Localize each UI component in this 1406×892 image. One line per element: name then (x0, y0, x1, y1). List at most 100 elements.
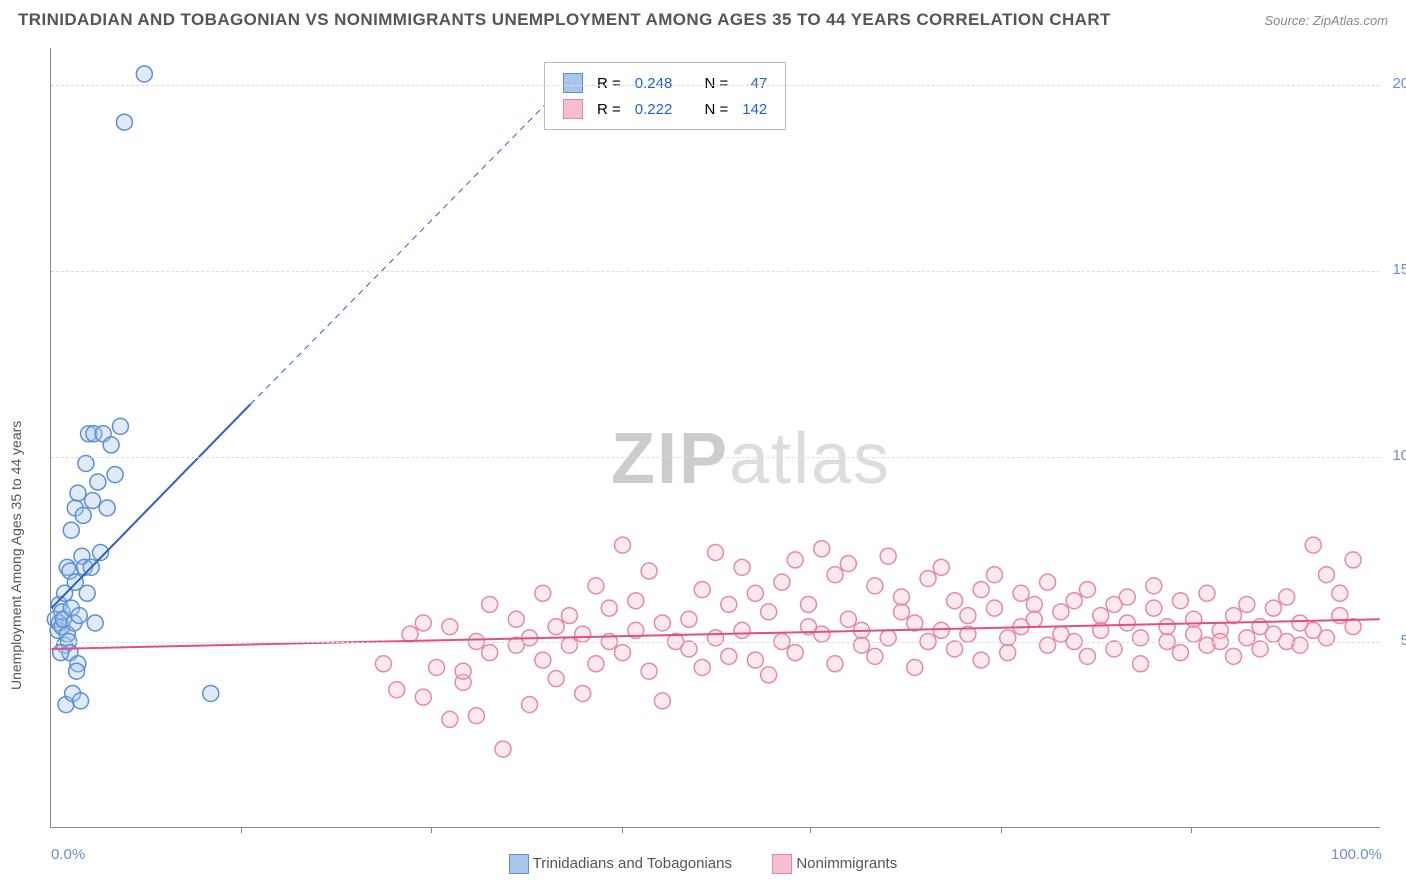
scatter-point (761, 667, 777, 683)
scatter-point (827, 656, 843, 672)
scatter-point (75, 507, 91, 523)
scatter-point (840, 556, 856, 572)
scatter-point (1239, 630, 1255, 646)
scatter-point (455, 663, 471, 679)
scatter-point (415, 615, 431, 631)
scatter-point (840, 611, 856, 627)
scatter-point (1332, 585, 1348, 601)
scatter-point (1252, 641, 1268, 657)
scatter-point (615, 537, 631, 553)
scatter-point (1305, 537, 1321, 553)
stats-R-pink: 0.222 (629, 97, 679, 121)
x-minor-tick (622, 827, 623, 833)
scatter-point (535, 652, 551, 668)
scatter-point (1133, 630, 1149, 646)
gridline-h (51, 642, 1380, 643)
scatter-point (694, 660, 710, 676)
stats-N-blue: 47 (736, 71, 773, 95)
scatter-point (1239, 596, 1255, 612)
scatter-point (814, 541, 830, 557)
stats-R-label2: R = (591, 97, 627, 121)
scatter-point (482, 645, 498, 661)
source-label: Source: ZipAtlas.com (1264, 13, 1388, 28)
scatter-point (375, 656, 391, 672)
scatter-point (1159, 619, 1175, 635)
scatter-point (575, 685, 591, 701)
scatter-point (907, 660, 923, 676)
scatter-point (1226, 608, 1242, 624)
stats-R-label: R = (591, 71, 627, 95)
scatter-point (867, 648, 883, 664)
scatter-point (107, 467, 123, 483)
scatter-point (561, 608, 577, 624)
scatter-point (986, 600, 1002, 616)
chart-svg (51, 48, 1380, 827)
scatter-point (103, 437, 119, 453)
scatter-point (867, 578, 883, 594)
scatter-point (734, 622, 750, 638)
scatter-point (588, 578, 604, 594)
scatter-point (71, 608, 87, 624)
scatter-point (1146, 578, 1162, 594)
stats-N-pink: 142 (736, 97, 773, 121)
scatter-point (415, 689, 431, 705)
scatter-point (641, 663, 657, 679)
scatter-point (933, 559, 949, 575)
legend-item-pink: Nonimmigrants (772, 854, 897, 874)
scatter-point (708, 545, 724, 561)
scatter-point (1226, 648, 1242, 664)
gridline-h (51, 271, 1380, 272)
scatter-point (1279, 589, 1295, 605)
scatter-point (1013, 585, 1029, 601)
y-axis-label: Unemployment Among Ages 35 to 44 years (8, 421, 24, 690)
scatter-point (986, 567, 1002, 583)
scatter-point (1053, 604, 1069, 620)
scatter-point (442, 619, 458, 635)
stats-N-label2: N = (698, 97, 734, 121)
scatter-point (99, 500, 115, 516)
x-minor-tick (431, 827, 432, 833)
scatter-point (53, 645, 69, 661)
scatter-point (893, 604, 909, 620)
swatch-blue-icon (563, 73, 583, 93)
scatter-point (63, 522, 79, 538)
x-minor-tick (810, 827, 811, 833)
stats-R-blue: 0.248 (629, 71, 679, 95)
scatter-point (588, 656, 604, 672)
scatter-point (973, 582, 989, 598)
scatter-point (548, 671, 564, 687)
y-tick-label: 20.0% (1392, 75, 1406, 92)
stats-N-label: N = (698, 71, 734, 95)
scatter-point (920, 570, 936, 586)
scatter-point (203, 685, 219, 701)
scatter-point (112, 418, 128, 434)
scatter-point (87, 615, 103, 631)
x-minor-tick (1001, 827, 1002, 833)
scatter-point (800, 596, 816, 612)
x-minor-tick (241, 827, 242, 833)
gridline-h (51, 457, 1380, 458)
scatter-point (1000, 630, 1016, 646)
scatter-point (1106, 641, 1122, 657)
scatter-point (79, 585, 95, 601)
scatter-point (960, 608, 976, 624)
scatter-point (389, 682, 405, 698)
scatter-point (495, 741, 511, 757)
scatter-point (1133, 656, 1149, 672)
trend-line-dashed (251, 67, 583, 405)
scatter-point (1186, 611, 1202, 627)
scatter-point (694, 582, 710, 598)
legend-swatch-blue-icon (509, 854, 529, 874)
scatter-point (1119, 615, 1135, 631)
scatter-point (933, 622, 949, 638)
scatter-point (1292, 637, 1308, 653)
scatter-point (721, 596, 737, 612)
scatter-point (761, 604, 777, 620)
scatter-point (747, 652, 763, 668)
scatter-point (429, 660, 445, 676)
scatter-point (681, 611, 697, 627)
scatter-point (654, 615, 670, 631)
scatter-point (535, 585, 551, 601)
scatter-point (1265, 600, 1281, 616)
scatter-point (1319, 630, 1335, 646)
